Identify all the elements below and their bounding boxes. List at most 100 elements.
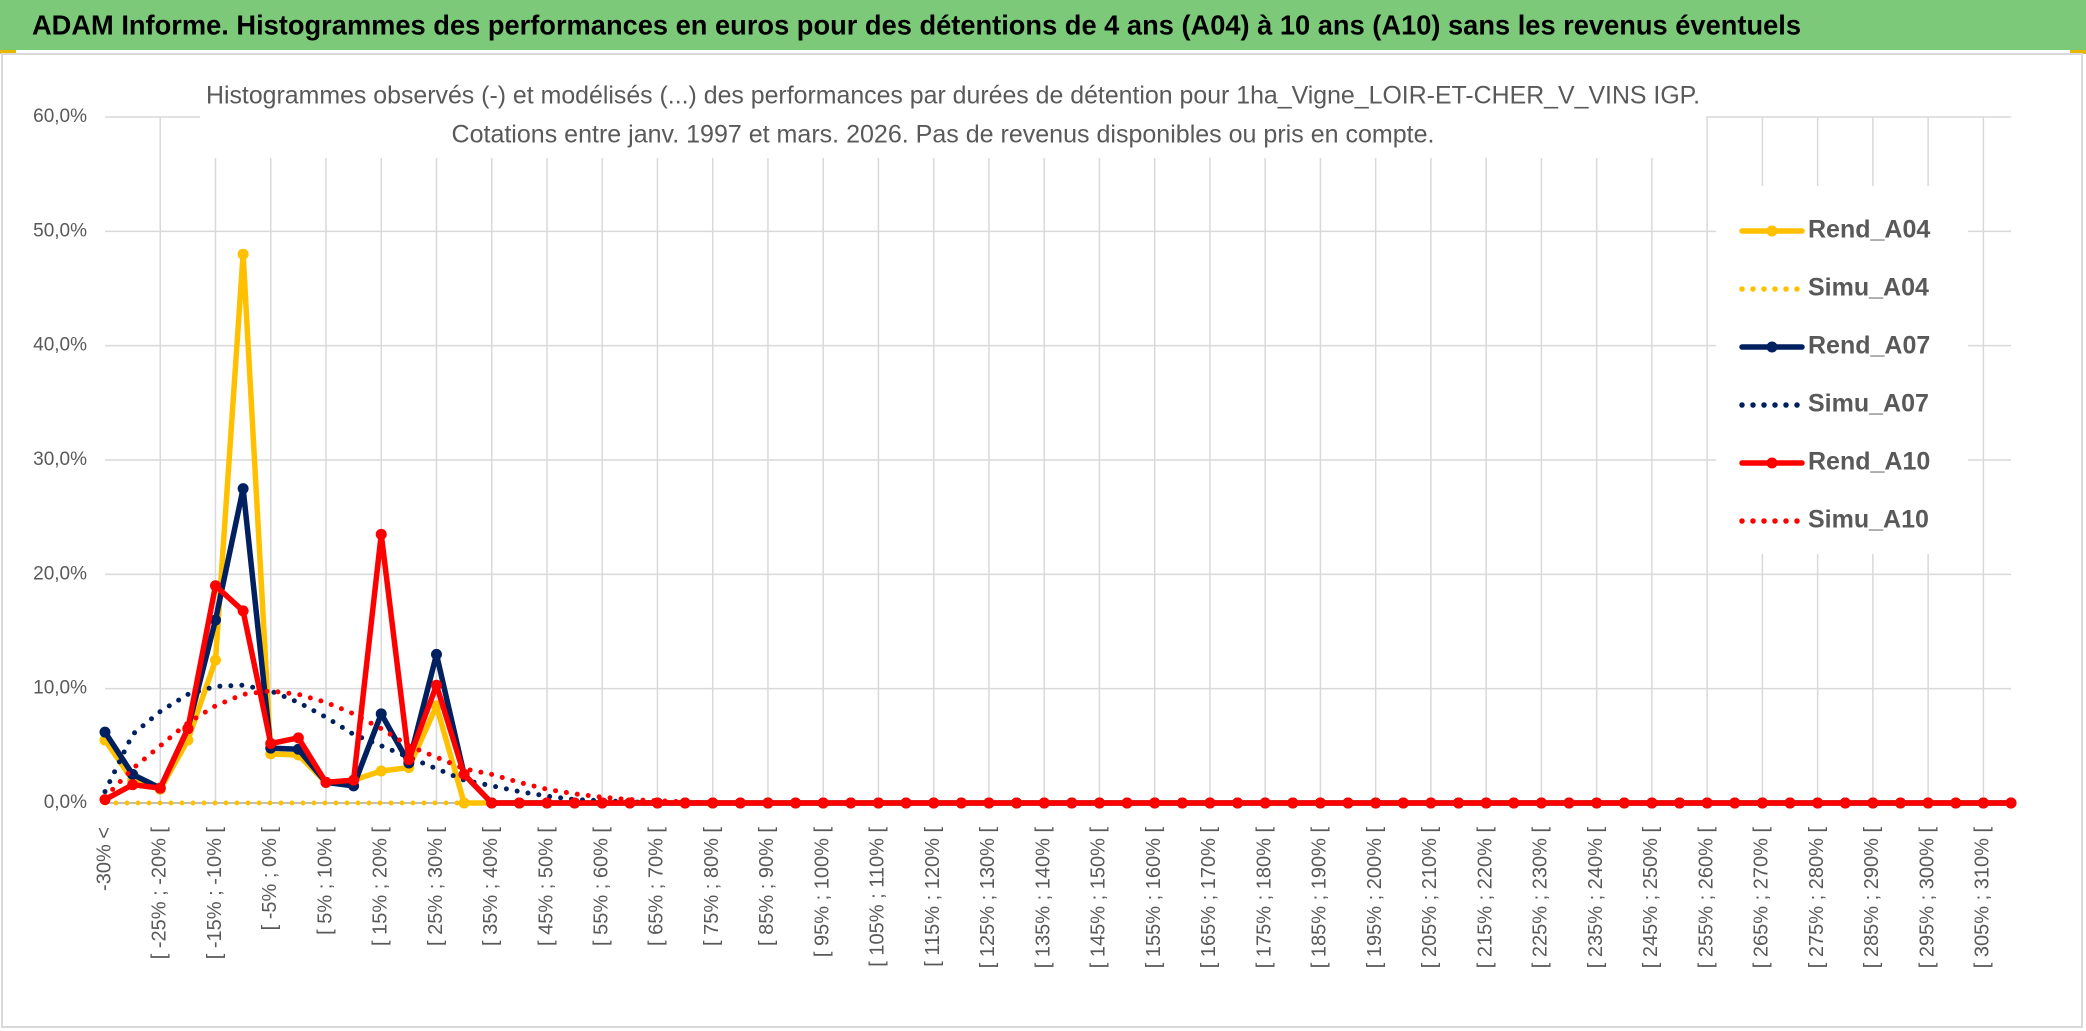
- data-point: [430, 648, 442, 660]
- x-tick-label: [ 245% ; 250% [: [1640, 827, 1662, 969]
- data-point: [209, 614, 221, 626]
- observed-line: [102, 531, 2014, 806]
- x-tick-label: [ 175% ; 180% [: [1253, 827, 1275, 969]
- corner-accent: [0, 50, 16, 54]
- data-point: [1895, 797, 1907, 809]
- y-tick-label: 20,0%: [33, 563, 87, 584]
- data-point: [1646, 797, 1658, 809]
- legend-label: Rend_A10: [1808, 448, 1930, 476]
- x-tick-label: [ 45% ; 50% [: [535, 827, 557, 946]
- data-point: [1093, 797, 1105, 809]
- legend-marker: [1766, 341, 1778, 353]
- data-point: [541, 797, 553, 809]
- data-point: [1370, 797, 1382, 809]
- y-tick-label: 40,0%: [33, 335, 87, 356]
- x-tick-label: [ 285% ; 290% [: [1861, 827, 1883, 969]
- data-point: [2005, 797, 2017, 809]
- data-point: [458, 797, 470, 809]
- data-point: [265, 738, 277, 750]
- data-point: [928, 797, 940, 809]
- x-tick-label: [ 135% ; 140% [: [1032, 827, 1054, 969]
- y-tick-label: 10,0%: [33, 678, 87, 699]
- data-point: [375, 528, 387, 540]
- legend-marker: [1766, 225, 1778, 237]
- x-tick-label: [ 225% ; 230% [: [1530, 827, 1552, 969]
- x-tick-label: [ 35% ; 40% [: [480, 827, 502, 946]
- x-tick-label: [ 165% ; 170% [: [1198, 827, 1220, 969]
- x-tick-label: [ 85% ; 90% [: [756, 827, 778, 946]
- legend-label: Simu_A07: [1808, 390, 1929, 418]
- data-point: [983, 797, 995, 809]
- data-point: [375, 708, 387, 720]
- data-point: [375, 765, 387, 777]
- chart-border: [1, 53, 2083, 1028]
- data-point: [292, 732, 304, 744]
- x-tick-label: [ 105% ; 110% [: [867, 827, 889, 967]
- data-point: [569, 797, 581, 809]
- data-point: [872, 797, 884, 809]
- chart-subtitle: Cotations entre janv. 1997 et mars. 2026…: [452, 121, 1435, 149]
- header-title: ADAM Informe. Histogrammes des performan…: [32, 9, 1801, 40]
- data-point: [1674, 797, 1686, 809]
- data-point: [1950, 797, 1962, 809]
- x-tick-label: [ 305% ; 310% [: [1972, 827, 1994, 969]
- x-tick-label: [ 145% ; 150% [: [1088, 827, 1110, 969]
- y-tick-label: 30,0%: [33, 449, 87, 470]
- x-tick-label: [ 15% ; 20% [: [370, 827, 392, 946]
- data-point: [1535, 797, 1547, 809]
- data-point: [1204, 797, 1216, 809]
- data-point: [707, 797, 719, 809]
- x-tick-label: [ 195% ; 200% [: [1364, 827, 1386, 969]
- x-tick-label: [ -25% ; -20% [: [149, 827, 171, 960]
- data-point: [1149, 797, 1161, 809]
- x-tick-label: [ 185% ; 190% [: [1309, 827, 1331, 969]
- x-tick-label: [ 205% ; 210% [: [1419, 827, 1441, 969]
- data-point: [1756, 797, 1768, 809]
- data-point: [99, 726, 111, 738]
- data-point: [1038, 797, 1050, 809]
- data-point: [1784, 797, 1796, 809]
- data-point: [127, 779, 139, 791]
- y-tick-label: 50,0%: [33, 220, 87, 241]
- data-point: [127, 768, 139, 780]
- x-tick-label: [ 55% ; 60% [: [590, 827, 612, 946]
- data-point: [596, 797, 608, 809]
- x-tick-label: [ 65% ; 70% [: [646, 827, 668, 946]
- data-point: [403, 754, 415, 766]
- x-tick-label: [ 95% ; 100% [: [811, 827, 833, 958]
- x-tick-label: [ 25% ; 30% [: [425, 827, 447, 946]
- x-tick-label: [ -5% ; 0% [: [259, 827, 281, 931]
- legend-label: Rend_A04: [1808, 216, 1930, 244]
- data-point: [348, 774, 360, 786]
- data-point: [817, 797, 829, 809]
- data-point: [1701, 797, 1713, 809]
- x-tick-label: [ 215% ; 220% [: [1474, 827, 1496, 969]
- data-point: [486, 797, 498, 809]
- data-point: [237, 483, 249, 495]
- data-point: [237, 605, 249, 617]
- data-point: [154, 782, 166, 794]
- data-point: [1729, 797, 1741, 809]
- data-point: [513, 797, 525, 809]
- x-tick-label: -30% <: [93, 827, 115, 891]
- corner-accent: [2070, 50, 2086, 54]
- legend-label: Rend_A07: [1808, 332, 1930, 360]
- data-point: [762, 797, 774, 809]
- x-tick-label: [ 275% ; 280% [: [1806, 827, 1828, 969]
- x-tick-label: [ 115% ; 120% [: [922, 827, 944, 967]
- x-tick-label: [ 75% ; 80% [: [701, 827, 723, 946]
- data-point: [320, 776, 332, 788]
- data-point: [209, 580, 221, 592]
- y-tick-label: 0,0%: [44, 792, 87, 813]
- legend-label: Simu_A04: [1808, 274, 1929, 302]
- x-tick-label: [ 155% ; 160% [: [1143, 827, 1165, 969]
- x-tick-label: [ 255% ; 260% [: [1695, 827, 1717, 969]
- x-tick-label: [ 265% ; 270% [: [1751, 827, 1773, 969]
- data-point: [182, 723, 194, 735]
- header-bar: [0, 0, 2086, 50]
- data-point: [1591, 797, 1603, 809]
- y-tick-label: 60,0%: [33, 106, 87, 127]
- plot-area: 0,0% 10,0% 20,0% 30,0% 40,0% 50,0% 60,0% -30% <…: [33, 106, 2017, 969]
